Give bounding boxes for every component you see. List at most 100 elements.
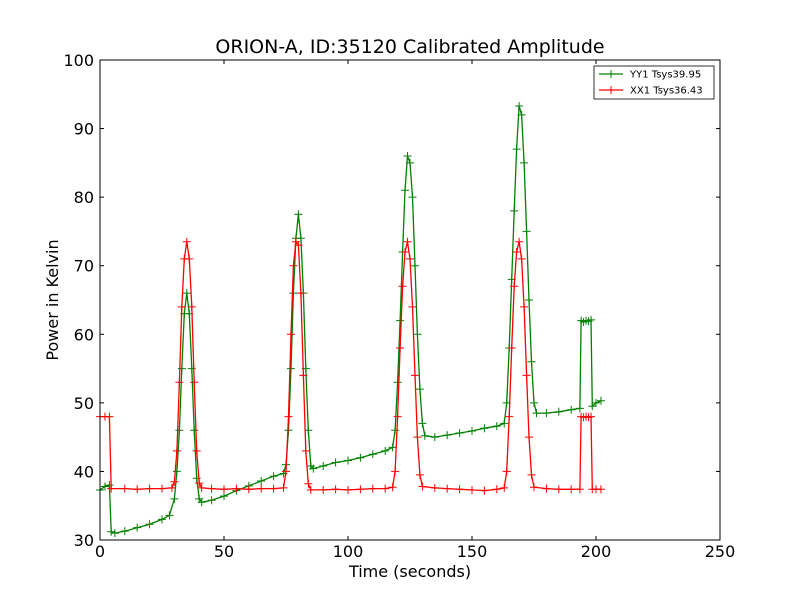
data-point-marker	[244, 485, 253, 494]
data-point-marker	[269, 472, 278, 481]
data-point-marker	[401, 248, 410, 256]
data-point-marker	[170, 477, 179, 486]
data-point-marker	[296, 234, 305, 243]
data-point-marker	[430, 433, 439, 442]
data-point-marker	[182, 289, 191, 298]
data-point-marker	[530, 398, 538, 407]
data-point-marker	[403, 152, 412, 160]
legend-marker	[607, 70, 615, 78]
data-point-marker	[415, 470, 424, 479]
data-point-marker	[158, 484, 166, 493]
data-point-marker	[512, 248, 521, 256]
ticks-layer: 0 50 100 150 200 250 30 40 50 60 70 80 90 100	[63, 51, 735, 561]
y-tick-label: 50	[74, 394, 94, 413]
data-point-marker	[197, 498, 206, 507]
data-point-marker	[542, 409, 551, 418]
data-point-marker	[393, 378, 402, 387]
data-point-marker	[296, 289, 305, 298]
data-point-marker	[525, 296, 534, 304]
data-point-marker	[413, 433, 422, 442]
data-point-marker	[527, 470, 536, 479]
data-point-marker	[301, 446, 310, 455]
data-point-marker	[443, 431, 452, 440]
data-point-marker	[182, 237, 191, 246]
data-point-marker	[396, 316, 405, 325]
data-point-marker	[587, 412, 596, 421]
data-point-marker	[192, 446, 201, 455]
data-point-marker	[587, 315, 596, 324]
data-point-marker	[282, 467, 290, 476]
data-point-marker	[170, 494, 179, 503]
data-point-marker	[443, 484, 452, 493]
series-2	[96, 237, 605, 495]
plot-frame	[99, 59, 721, 541]
data-point-marker	[232, 484, 241, 493]
data-point-marker	[190, 426, 199, 435]
data-point-marker	[401, 186, 410, 195]
data-point-marker	[381, 446, 390, 455]
data-point-marker	[592, 398, 600, 407]
data-point-marker	[100, 482, 109, 491]
data-point-marker	[410, 371, 419, 380]
x-tick-label: 200	[581, 542, 612, 561]
data-point-marker	[190, 378, 199, 387]
y-axis-label: Power in Kelvin	[43, 239, 62, 360]
data-point-marker	[175, 378, 184, 387]
x-tick-label: 100	[333, 542, 364, 561]
data-point-marker	[520, 302, 529, 311]
data-point-marker	[207, 496, 216, 505]
data-point-marker	[309, 464, 318, 473]
data-point-marker	[105, 412, 114, 421]
data-point-marker	[517, 110, 526, 119]
y-tick-label: 100	[63, 51, 94, 70]
data-point-marker	[492, 422, 501, 431]
data-point-marker	[319, 461, 328, 470]
data-point-marker	[388, 483, 397, 492]
data-point-marker	[299, 371, 308, 380]
data-point-marker	[391, 467, 400, 476]
data-point-marker	[542, 484, 551, 493]
data-point-marker	[505, 412, 514, 421]
data-point-marker	[530, 483, 538, 492]
data-point-marker	[575, 485, 584, 494]
data-point-marker	[415, 385, 424, 394]
data-point-marker	[512, 145, 521, 154]
data-point-marker	[279, 483, 288, 492]
data-point-marker	[257, 477, 266, 486]
legend: YY1 Tsys39.95 XX1 Tsys36.43	[593, 65, 715, 100]
data-point-marker	[185, 254, 194, 263]
data-point-marker	[304, 479, 313, 488]
data-point-marker	[381, 484, 390, 493]
data-point-marker	[195, 479, 204, 488]
data-point-marker	[522, 371, 531, 380]
data-point-marker	[165, 511, 174, 520]
data-point-marker	[500, 483, 509, 492]
data-point-marker	[502, 467, 511, 476]
legend-entry: XX1 Tsys36.43	[599, 86, 703, 97]
data-point-marker	[596, 396, 605, 405]
data-point-marker	[388, 443, 397, 452]
data-point-marker	[107, 527, 116, 536]
data-point-marker	[393, 412, 402, 421]
data-point-marker	[167, 483, 176, 492]
data-point-marker	[306, 485, 315, 494]
data-point-marker	[187, 364, 196, 373]
data-point-marker	[480, 424, 489, 433]
data-point-marker	[510, 282, 519, 291]
y-tick-label: 80	[74, 188, 94, 207]
data-point-marker	[554, 407, 563, 416]
data-point-marker	[269, 484, 278, 493]
data-point-marker	[177, 364, 186, 373]
data-point-marker	[145, 484, 154, 493]
data-point-marker	[418, 419, 427, 428]
y-tick-label: 30	[74, 531, 94, 550]
data-point-marker	[286, 364, 295, 373]
data-point-marker	[110, 529, 119, 538]
data-point-marker	[567, 405, 576, 414]
data-point-marker	[406, 158, 414, 167]
data-point-marker	[331, 485, 340, 494]
data-point-marker	[520, 158, 529, 167]
data-point-marker	[588, 402, 597, 411]
data-point-marker	[356, 485, 365, 494]
data-point-marker	[133, 523, 142, 532]
